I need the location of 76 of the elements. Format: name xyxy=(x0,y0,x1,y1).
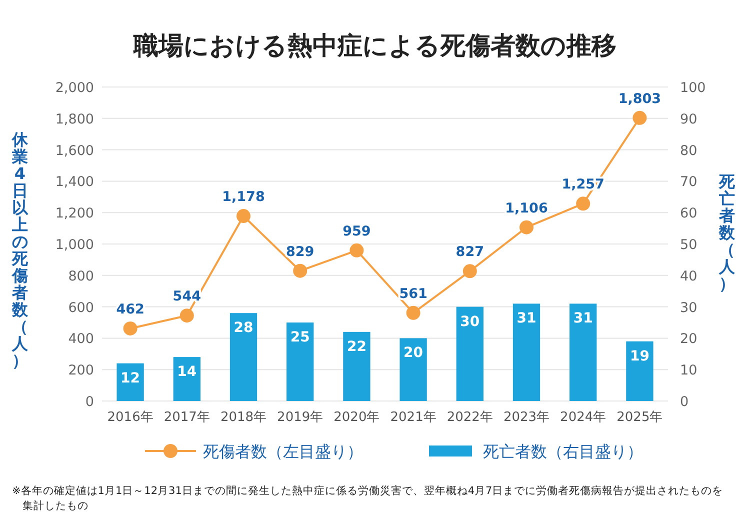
bar xyxy=(286,322,314,401)
point xyxy=(123,321,138,336)
x-tick-label: 2019年 xyxy=(277,410,324,425)
data-label: 1,803 xyxy=(618,90,662,107)
legend-label: 死傷者数（左目盛り） xyxy=(203,442,363,461)
data-label: 22 xyxy=(346,338,366,355)
x-tick-label: 2023年 xyxy=(503,410,550,425)
point xyxy=(406,306,420,320)
x-tick-label: 2024年 xyxy=(560,410,606,425)
y2-tick-label: 40 xyxy=(680,268,698,284)
bar xyxy=(116,363,144,401)
y2-tick-label: 20 xyxy=(680,331,698,348)
bar xyxy=(570,304,597,401)
y-tick-label: 1,600 xyxy=(55,142,94,159)
data-label: 829 xyxy=(286,244,314,260)
y-tick-label: 2,000 xyxy=(55,80,94,96)
data-label: 959 xyxy=(342,223,371,240)
bar xyxy=(626,341,654,401)
bar xyxy=(512,304,540,401)
text: ※各年の確定値は1月1日～12月31日までの間に発生した熱中症に係る労働災害で、翌年概ね4月7日までに労働者死傷病報告が提出されたものを集計したもの xyxy=(12,484,724,514)
point xyxy=(520,220,534,234)
data-label: 20 xyxy=(404,345,424,362)
data-label: 14 xyxy=(177,364,197,380)
legend-label: 死亡者数（右目盛り） xyxy=(483,442,643,461)
y-tick-label: 800 xyxy=(68,268,94,284)
x-tick-label: 2021年 xyxy=(390,410,436,425)
x-tick-label: 2022年 xyxy=(446,410,493,425)
y-axis-title: 休業4日以上の死傷者数（人） xyxy=(12,131,28,369)
data-label: 30 xyxy=(460,314,480,330)
point xyxy=(576,196,590,211)
point xyxy=(632,110,647,125)
data-label: 462 xyxy=(116,301,144,318)
data-label: 12 xyxy=(120,370,140,386)
y2-tick-label: 60 xyxy=(680,206,698,222)
x-tick-label: 2025年 xyxy=(616,410,663,425)
y2-tick-label: 0 xyxy=(680,394,689,410)
data-label: 1,178 xyxy=(222,189,265,206)
bar xyxy=(230,313,258,401)
bar xyxy=(173,357,200,401)
y2-tick-label: 10 xyxy=(680,362,698,379)
y-tick-label: 600 xyxy=(68,300,94,316)
point xyxy=(180,308,194,323)
y2-tick-label: 80 xyxy=(680,142,698,159)
data-label: 827 xyxy=(456,244,484,260)
point xyxy=(350,243,364,258)
data-label: 28 xyxy=(234,320,254,336)
bar xyxy=(456,306,484,401)
y2-axis-title: 死亡者数（人） xyxy=(718,172,736,292)
y2-tick-label: 100 xyxy=(680,80,706,96)
y-tick-label: 1,400 xyxy=(55,174,94,190)
y-tick-label: 1,800 xyxy=(55,111,94,128)
x-tick-label: 2017年 xyxy=(164,410,210,425)
x-tick-label: 2018年 xyxy=(220,410,267,425)
data-label: 25 xyxy=(290,330,310,346)
y2-tick-label: 30 xyxy=(680,300,698,316)
data-label: 561 xyxy=(399,286,428,302)
y-tick-label: 400 xyxy=(68,331,94,348)
y-tick-label: 1,200 xyxy=(55,206,94,222)
data-label: 31 xyxy=(516,310,536,327)
bar xyxy=(343,332,370,401)
y-tick-label: 1,000 xyxy=(55,237,94,253)
chart-title: 職場における熱中症による死傷者数の推移 xyxy=(132,31,616,60)
data-label: 1,106 xyxy=(505,200,548,216)
y-tick-label: 200 xyxy=(68,362,94,379)
x-tick-label: 2020年 xyxy=(334,410,380,425)
data-label: 19 xyxy=(630,348,650,364)
y2-tick-label: 90 xyxy=(680,111,698,128)
point xyxy=(293,264,308,278)
x-tick-label: 2016年 xyxy=(107,410,154,425)
y2-tick-label: 50 xyxy=(680,237,698,253)
bar xyxy=(400,338,427,401)
point xyxy=(462,264,477,278)
data-label: 31 xyxy=(573,310,593,327)
y2-tick-label: 70 xyxy=(680,174,698,190)
point xyxy=(236,209,250,224)
y-tick-label: 0 xyxy=(85,394,94,410)
